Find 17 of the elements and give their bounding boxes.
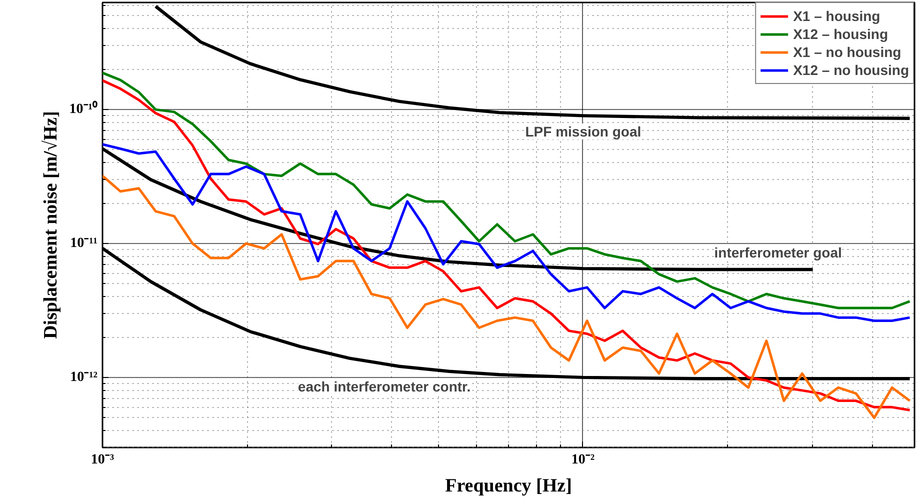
legend-label: X12 – housing xyxy=(793,25,888,43)
y-tick-label: 10⁻¹⁰ xyxy=(69,100,98,118)
x-axis-title: Frequency [Hz] xyxy=(445,476,572,496)
line-series xyxy=(102,143,912,322)
line-series xyxy=(102,174,912,420)
y-tick-label: 10⁻¹² xyxy=(70,370,98,385)
y-tick-label: 10⁻¹¹ xyxy=(70,236,98,252)
x-tick-label: 10⁻³ xyxy=(90,452,114,468)
y-axis-title: Displacement noise [m/√Hz] xyxy=(40,111,62,339)
legend-label: X1 – no housing xyxy=(793,43,902,61)
legend-label: X1 – housing xyxy=(793,7,880,25)
annotation: interferometer goal xyxy=(714,244,842,261)
annotation: each interferometer contr. xyxy=(298,378,471,395)
legend-label: X12 – no housing xyxy=(793,61,909,79)
line-series xyxy=(102,79,912,412)
annotation: LPF mission goal xyxy=(525,124,642,140)
x-tick-label: 10⁻² xyxy=(571,452,595,468)
